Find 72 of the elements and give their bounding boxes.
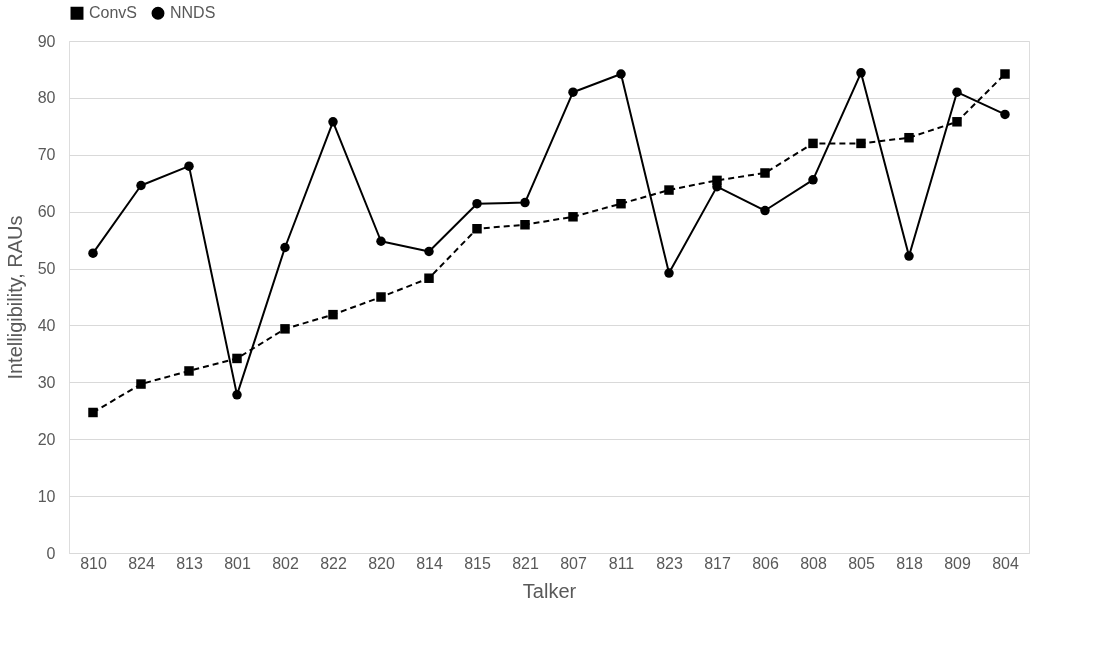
x-tick-label: 817 [704, 554, 731, 572]
point [808, 138, 818, 149]
y-tick-label: 10 [37, 487, 56, 505]
y-tick-label: 0 [46, 544, 56, 562]
legend-label: ConvS [89, 4, 138, 22]
point [328, 309, 338, 320]
point [952, 117, 962, 127]
point [88, 407, 98, 418]
point [568, 87, 578, 97]
x-tick-label: 804 [992, 554, 1019, 572]
y-tick-label: 50 [37, 260, 56, 278]
point [1000, 109, 1010, 120]
y-tick-label: 60 [37, 203, 56, 221]
y-tick-label: 30 [37, 373, 56, 391]
point [952, 87, 962, 97]
point [472, 223, 482, 234]
point [472, 198, 482, 209]
point [760, 168, 770, 178]
point [904, 132, 914, 143]
x-tick-label: 821 [512, 554, 539, 572]
point [664, 185, 674, 195]
y-tick-label: 80 [37, 89, 56, 107]
x-tick-label: 811 [608, 554, 635, 572]
x-tick-label: 810 [80, 554, 107, 572]
y-tick-label: 90 [37, 32, 56, 50]
x-tick-label: 813 [176, 554, 203, 572]
x-tick-label: 822 [320, 554, 347, 572]
point [376, 292, 386, 302]
x-tick-label: 807 [560, 554, 587, 572]
x-axis-title: Talker [522, 579, 577, 602]
point [184, 161, 194, 171]
point [520, 220, 530, 230]
y-tick-label: 70 [37, 146, 56, 164]
point [232, 390, 242, 400]
point [616, 198, 626, 209]
y-tick-label: 40 [37, 316, 56, 334]
point [856, 138, 866, 149]
x-tick-label: 815 [464, 554, 491, 572]
x-tick-label: 823 [656, 554, 683, 572]
point [424, 273, 434, 283]
y-tick-label: 20 [37, 430, 56, 448]
point [904, 251, 914, 261]
point [376, 236, 386, 246]
x-tick-label: 824 [128, 554, 155, 572]
x-tick-label: 805 [848, 554, 875, 572]
x-tick-label: 820 [368, 554, 395, 572]
point [184, 366, 194, 376]
y-axis-title: Intelligibility, RAUs [3, 215, 26, 380]
x-tick-label: 814 [416, 554, 443, 572]
x-tick-label: 808 [800, 554, 827, 572]
point [280, 242, 290, 253]
x-tick-label: 802 [272, 554, 299, 572]
point [1000, 69, 1010, 79]
point [568, 212, 578, 222]
point [280, 324, 290, 334]
x-tick-label: 809 [944, 554, 971, 572]
point [232, 353, 242, 364]
point [328, 117, 338, 127]
point [616, 69, 626, 79]
legend-label: NNDS [170, 4, 216, 22]
point [856, 68, 866, 78]
x-tick-label: 818 [896, 554, 923, 572]
point [760, 205, 770, 216]
point [136, 180, 146, 191]
x-tick-label: 801 [224, 554, 251, 572]
point [88, 248, 98, 258]
x-tick-label: 806 [752, 554, 779, 572]
point [424, 246, 434, 257]
point [808, 175, 818, 185]
point [520, 197, 530, 208]
point [136, 379, 146, 389]
point [664, 268, 674, 278]
